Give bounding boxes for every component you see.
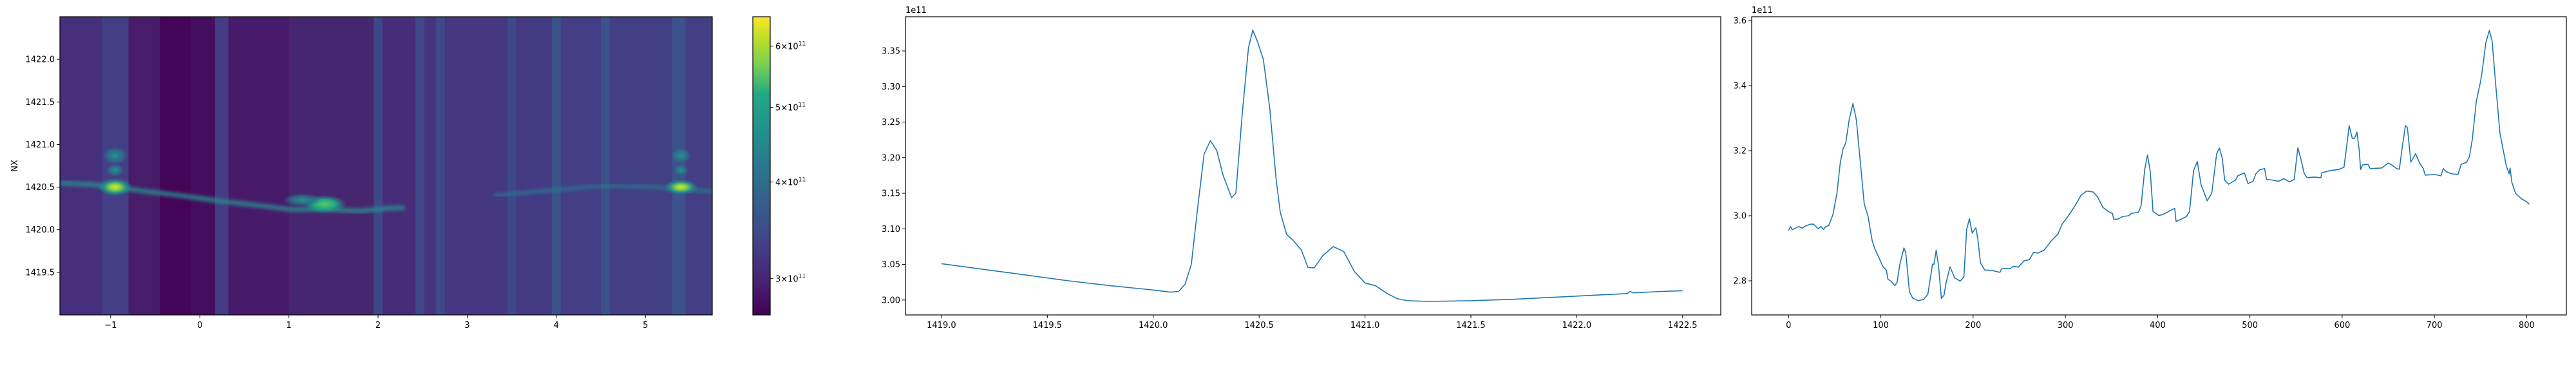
- spectrum-ytick-label: 3.30: [882, 82, 900, 92]
- profile-xtick-label: 300: [2058, 321, 2074, 330]
- spectrum-ytick-label: 3.10: [882, 225, 900, 234]
- colorbar-tick-mantissa: 6×10: [775, 43, 799, 52]
- heatmap-xtick-label: 2: [375, 321, 381, 330]
- heatmap-hotspot: [664, 179, 698, 195]
- spectrum-offset-label: 1e11: [905, 6, 927, 15]
- spectrum-xtick-label: 1420.0: [1139, 321, 1168, 330]
- spectrum-axes: 1419.0 1419.5 1420.0 1420.5 1421.0 1421.5 1422…: [882, 6, 1721, 330]
- profile-ytick-label: 3.4: [1733, 82, 1747, 91]
- colorbar-tick-exponent: 11: [799, 41, 806, 48]
- profile-ytick-label: 3.0: [1733, 212, 1747, 222]
- heatmap-hotspot: [673, 164, 689, 176]
- colorbar-tick-label: 3×1011: [775, 273, 806, 284]
- colorbar-gradient: [753, 17, 770, 315]
- spectrum-xtick-label: 1422.5: [1668, 321, 1698, 330]
- heatmap-column: [609, 17, 673, 315]
- profile-xtick-label: 600: [2334, 321, 2350, 330]
- spectrum-xtick-label: 1419.0: [927, 321, 956, 330]
- heatmap-xtick-label: 0: [197, 321, 202, 330]
- heatmap-column: [289, 17, 374, 315]
- heatmap-xtick-label: 5: [643, 321, 648, 330]
- heatmap-column: [551, 17, 562, 315]
- spectrum-ytick-label: 3.25: [882, 118, 900, 128]
- spectrum-ytick-label: 3.35: [882, 47, 900, 57]
- heatmap-hotspot: [670, 147, 692, 164]
- profile-xtick-label: 0: [1786, 321, 1791, 330]
- spectrum-xtick-label: 1421.5: [1456, 321, 1486, 330]
- heatmap-column: [374, 17, 383, 315]
- spectrum-xtick-label: 1419.5: [1033, 321, 1063, 330]
- heatmap-ytick-label: 1422.0: [26, 55, 55, 65]
- profile-series-line: [1788, 30, 2530, 301]
- colorbar-tick-exponent: 11: [799, 102, 806, 108]
- heatmap-ytick-label: 1421.5: [26, 98, 55, 108]
- spectrum-series-line: [941, 30, 1683, 302]
- heatmap-column: [159, 17, 191, 315]
- heatmap-ylabel: NX: [10, 160, 20, 172]
- colorbar-tick-exponent: 11: [799, 273, 806, 280]
- profile-xtick-label: 700: [2427, 321, 2443, 330]
- heatmap-column: [507, 17, 517, 315]
- profile-offset-label: 1e11: [1752, 6, 1773, 15]
- heatmap-column: [516, 17, 553, 315]
- heatmap-xtick-label: −1: [104, 321, 117, 330]
- heatmap-column: [444, 17, 508, 315]
- spectrum-ytick-label: 3.20: [882, 153, 900, 163]
- profile-xtick-label: 200: [1965, 321, 1981, 330]
- profile-xtick-label: 500: [2242, 321, 2258, 330]
- spectrum-xtick-label: 1422.0: [1562, 321, 1592, 330]
- profile-axes: 0 100 200 300 400 500 600 700 800 2.8 3.0 3.2 3.4 3.6…: [1733, 6, 2567, 330]
- heatmap-hotspot: [102, 146, 128, 165]
- colorbar-tick-exponent: 11: [799, 177, 806, 184]
- heatmap-column: [228, 17, 290, 315]
- heatmap-xtick-label: 4: [554, 321, 559, 330]
- heatmap-column: [191, 17, 216, 315]
- heatmap-column: [60, 17, 102, 315]
- colorbar-tick-mantissa: 5×10: [775, 103, 799, 113]
- colorbar-frame: [752, 16, 771, 316]
- profile-ytick-label: 2.8: [1733, 276, 1747, 286]
- colorbar-tick-label: 5×1011: [775, 102, 806, 113]
- heatmap-ytick-label: 1420.0: [26, 225, 55, 235]
- spectrum-xtick-label: 1421.0: [1350, 321, 1380, 330]
- heatmap-column: [424, 17, 437, 315]
- heatmap-frame: [59, 16, 713, 316]
- heatmap-column: [415, 17, 425, 315]
- heatmap-axes: −1 0 1 2 3 4 5 1419.5 1420.0 1420.5 1421.0 1421.5 14…: [10, 16, 713, 330]
- colorbar-tick-mantissa: 3×10: [775, 274, 799, 284]
- profile-ytick-label: 3.2: [1733, 147, 1747, 157]
- heatmap-image: [60, 17, 712, 315]
- heatmap-hotspot: [283, 193, 322, 207]
- heatmap-ytick-label: 1421.0: [26, 140, 55, 150]
- heatmap-hotspot: [106, 164, 124, 177]
- profile-ytick-label: 3.6: [1733, 17, 1747, 26]
- profile-xtick-label: 800: [2519, 321, 2535, 330]
- heatmap-column: [382, 17, 416, 315]
- colorbar-tick-label: 4×1011: [775, 177, 806, 188]
- spectrum-ytick-label: 3.05: [882, 260, 900, 270]
- profile-xtick-label: 400: [2150, 321, 2166, 330]
- colorbar-tick-mantissa: 4×10: [775, 178, 799, 188]
- colorbar-tick-label: 6×1011: [775, 41, 806, 52]
- profile-xtick-label: 100: [1873, 321, 1889, 330]
- heatmap-column: [128, 17, 160, 315]
- heatmap-xtick-label: 1: [287, 321, 292, 330]
- spectrum-frame: [905, 16, 1721, 316]
- heatmap-ytick-label: 1419.5: [26, 268, 55, 278]
- profile-frame: [1751, 16, 2567, 316]
- spectrum-xtick-label: 1420.5: [1244, 321, 1274, 330]
- heatmap-hotspot: [98, 178, 132, 196]
- heatmap-column: [601, 17, 611, 315]
- heatmap-ytick-label: 1420.5: [26, 183, 55, 193]
- spectrum-ytick-label: 3.15: [882, 189, 900, 199]
- heatmap-xtick-label: 3: [464, 321, 469, 330]
- spectrum-ytick-label: 3.00: [882, 296, 900, 305]
- heatmap-column: [214, 17, 229, 315]
- heatmap-column: [435, 17, 446, 315]
- heatmap-column: [685, 17, 712, 315]
- heatmap-column: [560, 17, 601, 315]
